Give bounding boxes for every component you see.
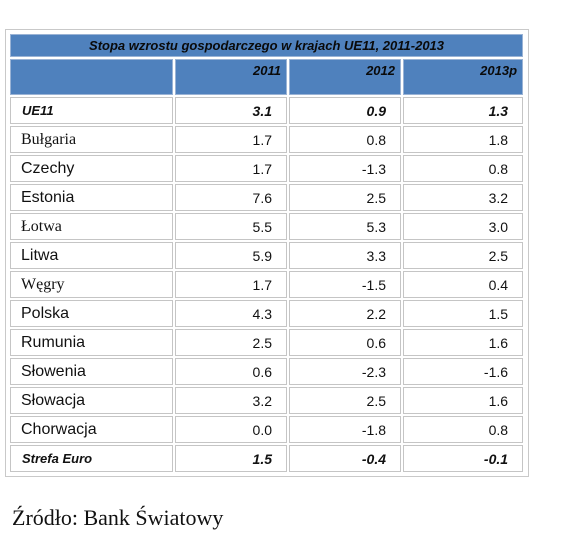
table-row: Estonia 7.6 2.5 3.2: [10, 184, 524, 211]
value-2013p: 2.5: [403, 242, 524, 269]
country-name: Łotwa: [10, 213, 173, 240]
value-2013p: 0.4: [403, 271, 524, 298]
value-2013p: 3.0: [403, 213, 524, 240]
header-blank: [10, 59, 173, 95]
source-note: Źródło: Bank Światowy: [12, 505, 224, 530]
table-row: Chorwacja 0.0 -1.8 0.8: [10, 416, 524, 443]
header-2011: 2011: [175, 59, 287, 95]
value-2011: 7.6: [175, 184, 287, 211]
value-2012: -0.4: [289, 445, 401, 472]
value-2011: 1.7: [175, 126, 287, 153]
value-2012: 5.3: [289, 213, 401, 240]
value-2011: 4.3: [175, 300, 287, 327]
header-2013p: 2013p: [403, 59, 524, 95]
value-2013p: 0.8: [403, 416, 524, 443]
value-2012: -1.8: [289, 416, 401, 443]
country-name: UE11: [10, 97, 173, 124]
country-name: Strefa Euro: [10, 445, 173, 472]
value-2012: -1.5: [289, 271, 401, 298]
value-2011: 2.5: [175, 329, 287, 356]
table-row: UE11 3.1 0.9 1.3: [10, 97, 524, 124]
country-name: Litwa: [10, 242, 173, 269]
table-row: Węgry 1.7 -1.5 0.4: [10, 271, 524, 298]
country-name: Słowacja: [10, 387, 173, 414]
growth-table: Stopa wzrostu gospodarczego w krajach UE…: [8, 32, 525, 474]
value-2011: 0.0: [175, 416, 287, 443]
country-name: Rumunia: [10, 329, 173, 356]
table-row: Słowenia 0.6 -2.3 -1.6: [10, 358, 524, 385]
value-2013p: 0.8: [403, 155, 524, 182]
table-row: Rumunia 2.5 0.6 1.6: [10, 329, 524, 356]
value-2013p: 1.6: [403, 387, 524, 414]
table-row: Litwa 5.9 3.3 2.5: [10, 242, 524, 269]
table-row: Słowacja 3.2 2.5 1.6: [10, 387, 524, 414]
value-2013p: 1.6: [403, 329, 524, 356]
table-row: Łotwa 5.5 5.3 3.0: [10, 213, 524, 240]
table-row: Polska 4.3 2.2 1.5: [10, 300, 524, 327]
value-2013p: 1.5: [403, 300, 524, 327]
country-name: Czechy: [10, 155, 173, 182]
value-2011: 5.5: [175, 213, 287, 240]
value-2012: 0.8: [289, 126, 401, 153]
value-2011: 1.7: [175, 155, 287, 182]
value-2011: 5.9: [175, 242, 287, 269]
value-2013p: -1.6: [403, 358, 524, 385]
value-2011: 0.6: [175, 358, 287, 385]
value-2012: 0.6: [289, 329, 401, 356]
value-2013p: 1.8: [403, 126, 524, 153]
country-name: Słowenia: [10, 358, 173, 385]
value-2013p: 3.2: [403, 184, 524, 211]
value-2012: 2.5: [289, 184, 401, 211]
value-2012: 0.9: [289, 97, 401, 124]
table-frame: [5, 29, 529, 477]
value-2012: 2.2: [289, 300, 401, 327]
value-2012: 3.3: [289, 242, 401, 269]
value-2011: 3.1: [175, 97, 287, 124]
value-2012: -1.3: [289, 155, 401, 182]
value-2013p: -0.1: [403, 445, 524, 472]
table-row: Strefa Euro 1.5 -0.4 -0.1: [10, 445, 524, 472]
value-2011: 1.5: [175, 445, 287, 472]
country-name: Węgry: [10, 271, 173, 298]
value-2013p: 1.3: [403, 97, 524, 124]
country-name: Polska: [10, 300, 173, 327]
country-name: Chorwacja: [10, 416, 173, 443]
country-name: Estonia: [10, 184, 173, 211]
value-2012: 2.5: [289, 387, 401, 414]
table-row: Czechy 1.7 -1.3 0.8: [10, 155, 524, 182]
table-title: Stopa wzrostu gospodarczego w krajach UE…: [10, 34, 524, 57]
header-2012: 2012: [289, 59, 401, 95]
table-row: Bułgaria 1.7 0.8 1.8: [10, 126, 524, 153]
value-2011: 1.7: [175, 271, 287, 298]
value-2012: -2.3: [289, 358, 401, 385]
country-name: Bułgaria: [10, 126, 173, 153]
value-2011: 3.2: [175, 387, 287, 414]
